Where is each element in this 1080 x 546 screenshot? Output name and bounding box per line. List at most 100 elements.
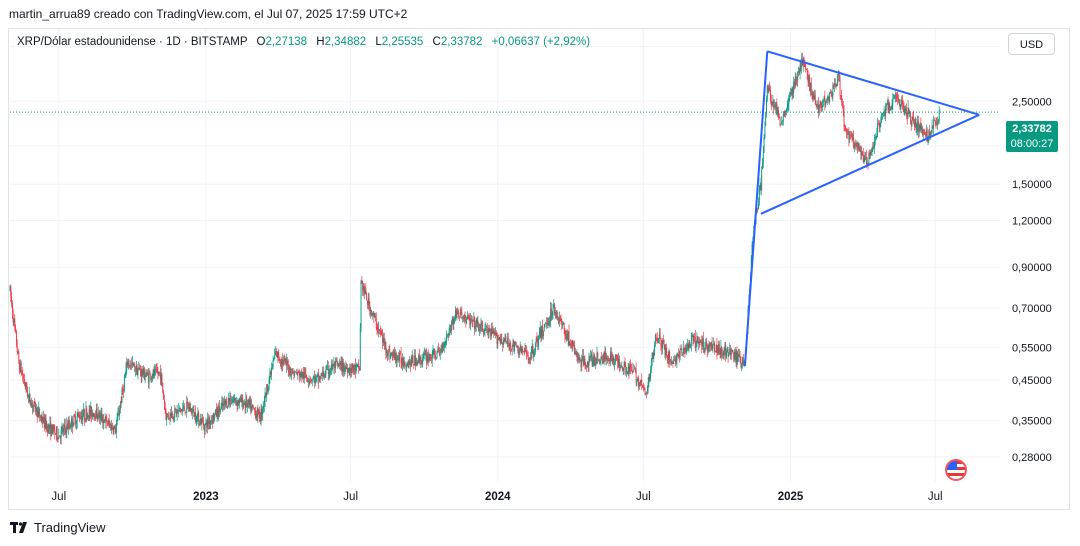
candle-body [679, 349, 681, 358]
candle-body [333, 362, 335, 365]
candle-body [297, 371, 299, 375]
candle-body [648, 375, 650, 383]
candle-body [25, 382, 27, 387]
candle-body [911, 116, 913, 125]
candle-body [588, 356, 590, 366]
candle-body [41, 417, 43, 422]
candle-body [722, 354, 723, 356]
candle-body [390, 352, 392, 356]
candle-body [79, 418, 81, 420]
candle-body [838, 72, 839, 76]
candle-body [805, 65, 807, 70]
candle-body [259, 410, 260, 419]
candle-body [478, 325, 480, 331]
candle-body [307, 381, 309, 383]
candle-body [939, 109, 941, 111]
candle-body [611, 357, 613, 362]
candle-body [210, 420, 212, 425]
candle-body [895, 94, 897, 96]
candle-body [231, 400, 233, 403]
candle-body [269, 372, 271, 381]
symbol-title[interactable]: XRP/Dólar estadounidense · 1D · BITSTAMP [17, 36, 248, 48]
candle-body [625, 366, 627, 374]
candle-body [451, 318, 453, 324]
candle-body [211, 419, 213, 423]
candle-body [14, 319, 16, 328]
candle-body [126, 361, 128, 370]
candle-body [795, 76, 797, 80]
candle-body [499, 336, 501, 343]
candle-body [351, 367, 352, 373]
candle-body [774, 105, 776, 107]
candle-body [235, 401, 237, 403]
candle-body [510, 343, 512, 350]
triangle-pattern-drawing[interactable] [743, 50, 980, 367]
candle-body [362, 283, 364, 291]
candle-body [548, 323, 550, 325]
candle-body [873, 145, 875, 148]
candle-body [11, 296, 13, 304]
candle-body [21, 373, 23, 375]
candle-body [95, 416, 97, 419]
candle-body [718, 344, 719, 354]
candle-body [537, 341, 539, 347]
time-tick-label: Jul [51, 491, 66, 503]
candle-body [694, 337, 696, 349]
candle-body [589, 356, 591, 358]
candle-body [851, 136, 853, 140]
candle-body [39, 409, 41, 417]
candle-body [726, 351, 727, 358]
candle-body [477, 319, 479, 326]
us-flag-icon[interactable] [945, 459, 967, 481]
candle-body [163, 392, 164, 400]
candle-body [474, 316, 476, 329]
candle-body [861, 151, 863, 156]
candle-body [460, 312, 462, 313]
candle-body [783, 113, 785, 115]
candle-body [36, 407, 38, 418]
price-tick-label: 0,45000 [1012, 375, 1052, 387]
candle-body [544, 323, 546, 328]
candle-body [268, 380, 270, 390]
triangle-upper-line[interactable] [767, 50, 980, 116]
candle-body [50, 422, 52, 436]
candle-body [414, 355, 416, 366]
currency-button[interactable]: USD [1008, 33, 1055, 55]
candle-body [521, 349, 523, 353]
candle-body [203, 425, 205, 432]
candle-body [449, 324, 451, 335]
candle-body [492, 330, 494, 334]
candle-body [11, 303, 13, 314]
candle-body [690, 345, 691, 348]
candle-body [577, 352, 579, 360]
high-value: 2,34882 [324, 36, 367, 48]
triangle-lower-line[interactable] [760, 113, 980, 215]
candle-body [52, 425, 54, 435]
time-axis[interactable]: Jul 2023 Jul 2024 Jul 2025 Jul [51, 491, 942, 503]
candle-body [623, 362, 625, 370]
candle-body [686, 343, 688, 348]
candle-body [442, 343, 444, 353]
candle-body [293, 373, 295, 376]
candle-body [683, 347, 685, 349]
candle-body [607, 358, 609, 361]
candle-body [85, 408, 87, 421]
candle-body [383, 337, 385, 345]
candle-body [177, 409, 179, 411]
candle-body [562, 324, 564, 326]
candle-body [66, 424, 68, 433]
candle-body [59, 435, 61, 437]
candle-body [458, 312, 460, 317]
candle-body [197, 412, 199, 416]
candle-body [272, 360, 274, 368]
candle-body [348, 368, 350, 373]
candle-body [674, 359, 675, 361]
flagpole-line[interactable] [743, 51, 769, 367]
candle-body [154, 369, 156, 376]
candle-body [287, 364, 289, 372]
candle-body [794, 81, 795, 88]
candle-body [157, 371, 159, 375]
candle-body [642, 385, 643, 387]
footer-brand[interactable]: TradingView [10, 520, 106, 535]
